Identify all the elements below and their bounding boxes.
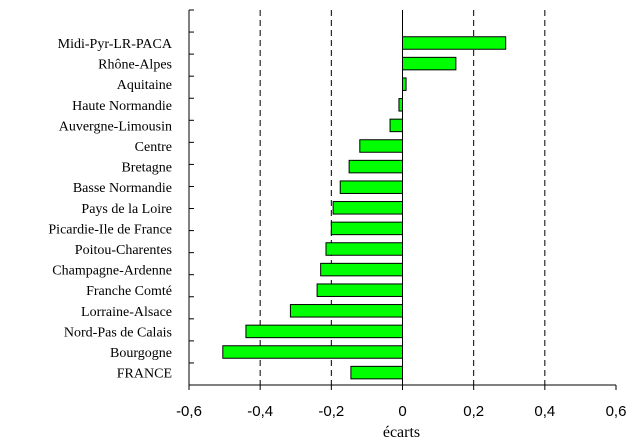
bar: [325, 242, 403, 256]
category-label: Basse Normandie: [73, 181, 172, 196]
x-tick-label: -0,2: [318, 403, 344, 420]
category-labels: Midi-Pyr-LR-PACA Rhône-Alpes Aquitaine Haut…: [48, 37, 172, 382]
category-label: Franche Comté: [86, 284, 172, 299]
bar: [348, 159, 403, 174]
category-label: FRANCE: [117, 367, 172, 382]
category-label: Aquitaine: [117, 78, 172, 93]
bar: [402, 36, 507, 50]
x-tick-label: 0: [398, 403, 406, 420]
bar: [402, 77, 407, 91]
bar: [389, 118, 404, 133]
bar: [339, 180, 403, 194]
category-label: Haute Normandie: [72, 99, 172, 114]
axes: [188, 9, 617, 390]
bars: [222, 36, 507, 380]
bar: [350, 365, 404, 380]
bar: [316, 283, 404, 297]
x-tick-labels: -0,6 -0,4 -0,2 0 0,2 0,4 0,6: [176, 403, 626, 420]
category-label: Bretagne: [121, 161, 172, 176]
bar: [332, 201, 403, 215]
bar: [289, 304, 404, 318]
category-label: Auvergne-Limousin: [59, 119, 172, 134]
bar: [398, 98, 404, 112]
bar: [320, 262, 403, 277]
x-tick-label: 0,6: [606, 403, 627, 420]
bar: [222, 345, 403, 359]
x-axis-title: écarts: [383, 424, 420, 441]
category-label: Centre: [135, 140, 172, 155]
x-tick-label: -0,6: [176, 403, 202, 420]
grid-lines: [259, 10, 546, 385]
category-label: Picardie-Ile de France: [48, 222, 172, 237]
bar: [359, 139, 403, 153]
category-label: Bourgogne: [110, 346, 172, 361]
x-tick-label: 0,4: [534, 403, 555, 420]
category-label: Poitou-Charentes: [75, 243, 172, 258]
category-label: Midi-Pyr-LR-PACA: [58, 37, 173, 52]
category-label: Champagne-Ardenne: [52, 264, 172, 279]
x-tick-label: 0,2: [463, 403, 484, 420]
bar: [330, 221, 404, 236]
category-label: Pays de la Loire: [81, 202, 172, 217]
category-label: Nord-Pas de Calais: [64, 325, 172, 340]
bar: [402, 56, 457, 71]
bar: [245, 324, 403, 339]
x-tick-label: -0,4: [247, 403, 273, 420]
category-label: Lorraine-Alsace: [81, 305, 172, 320]
category-label: Rhône-Alpes: [98, 58, 172, 73]
